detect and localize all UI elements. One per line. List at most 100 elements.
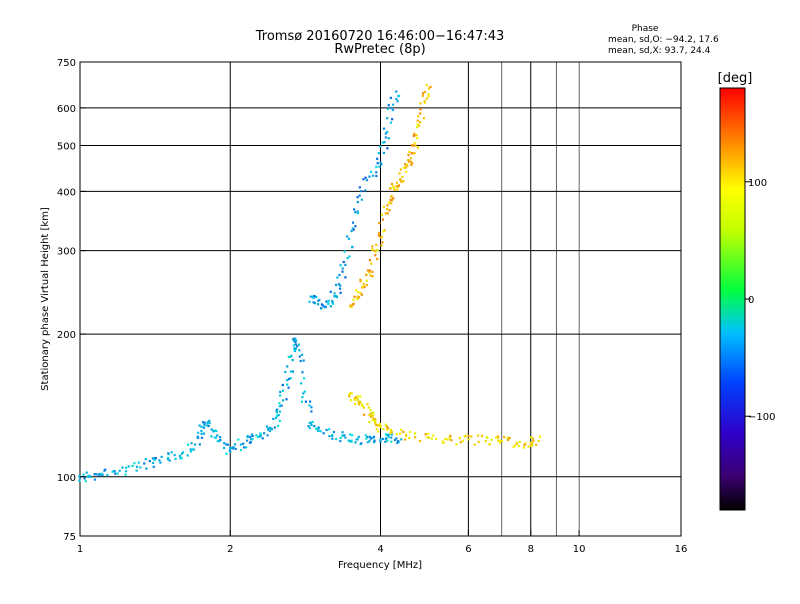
scatter-point bbox=[187, 443, 190, 446]
scatter-point bbox=[506, 436, 509, 440]
scatter-point bbox=[280, 404, 283, 407]
scatter-point bbox=[294, 338, 297, 341]
scatter-point bbox=[392, 185, 395, 188]
scatter-point bbox=[158, 459, 161, 462]
data-points bbox=[78, 84, 542, 483]
scatter-point bbox=[419, 112, 422, 115]
scatter-point bbox=[311, 295, 314, 298]
scatter-point bbox=[388, 209, 391, 212]
scatter-point bbox=[301, 353, 304, 356]
scatter-point bbox=[470, 435, 473, 438]
scatter-point bbox=[153, 458, 156, 462]
scatter-point bbox=[396, 184, 400, 188]
scatter-point bbox=[363, 286, 366, 289]
scatter-point bbox=[368, 439, 371, 443]
scatter-point bbox=[387, 433, 390, 436]
scatter-point bbox=[359, 278, 362, 282]
scatter-point bbox=[200, 425, 203, 428]
y-tick-label: 100 bbox=[57, 473, 76, 484]
scatter-point bbox=[334, 438, 338, 441]
scatter-point bbox=[399, 178, 402, 181]
scatter-point bbox=[354, 441, 357, 444]
scatter-point bbox=[111, 470, 114, 473]
scatter-point bbox=[200, 429, 203, 433]
scatter-point bbox=[268, 429, 271, 433]
scatter-point bbox=[359, 292, 362, 295]
scatter-point bbox=[249, 435, 252, 439]
scatter-point bbox=[93, 478, 97, 481]
scatter-point bbox=[406, 164, 409, 167]
y-axis-ticks: 75 100 200 300 400 500 600 750 bbox=[57, 58, 86, 543]
y-tick-label: 600 bbox=[57, 104, 76, 115]
scatter-point bbox=[82, 473, 85, 476]
scatter-point bbox=[114, 472, 117, 475]
scatter-point bbox=[523, 443, 526, 447]
scatter-point bbox=[415, 134, 418, 137]
scatter-point bbox=[356, 438, 359, 441]
scatter-point bbox=[256, 435, 260, 439]
scatter-point bbox=[289, 355, 292, 359]
scatter-point bbox=[387, 137, 390, 140]
scatter-point bbox=[375, 165, 378, 168]
scatter-point bbox=[378, 222, 381, 225]
scatter-point bbox=[362, 178, 365, 181]
x-tick-label: 1 bbox=[77, 544, 83, 555]
scatter-point bbox=[381, 141, 384, 144]
scatter-point bbox=[332, 430, 335, 434]
scatter-point bbox=[410, 162, 414, 165]
scatter-point bbox=[339, 291, 342, 294]
scatter-point bbox=[396, 439, 400, 443]
scatter-point bbox=[237, 438, 240, 441]
scatter-point bbox=[368, 175, 371, 178]
scatter-point bbox=[386, 204, 389, 207]
scatter-point bbox=[93, 473, 96, 476]
scatter-point bbox=[352, 298, 355, 301]
scatter-point bbox=[279, 390, 282, 394]
scatter-point bbox=[347, 439, 350, 442]
x-tick-label: 16 bbox=[675, 544, 688, 555]
scatter-point bbox=[497, 439, 500, 442]
scatter-point bbox=[386, 207, 389, 211]
scatter-point bbox=[215, 429, 218, 433]
scatter-point bbox=[378, 165, 381, 168]
scatter-point bbox=[292, 344, 295, 347]
scatter-point bbox=[383, 141, 386, 144]
scatter-point bbox=[387, 104, 390, 107]
scatter-point bbox=[432, 434, 435, 437]
scatter-point bbox=[417, 115, 420, 118]
scatter-point bbox=[351, 221, 355, 224]
scatter-point bbox=[375, 243, 378, 246]
scatter-point bbox=[416, 123, 419, 126]
scatter-point bbox=[350, 306, 353, 309]
scatter-point bbox=[405, 170, 408, 173]
x-axis-label: Frequency [MHz] bbox=[338, 560, 422, 571]
scatter-point bbox=[246, 435, 249, 439]
scatter-point bbox=[341, 270, 344, 273]
scatter-point bbox=[327, 302, 330, 305]
scatter-point bbox=[366, 403, 369, 406]
scatter-point bbox=[294, 343, 297, 346]
scatter-point bbox=[421, 94, 424, 97]
scatter-point bbox=[322, 432, 325, 435]
scatter-point bbox=[361, 285, 364, 288]
x-tick-label: 6 bbox=[465, 544, 471, 555]
scatter-point bbox=[407, 160, 410, 163]
scatter-point bbox=[309, 421, 312, 424]
scatter-point bbox=[358, 401, 361, 404]
scatter-point bbox=[308, 300, 311, 304]
scatter-point bbox=[255, 434, 258, 437]
scatter-point bbox=[349, 304, 352, 308]
scatter-point bbox=[135, 469, 138, 472]
scatter-point bbox=[278, 394, 282, 397]
scatter-point bbox=[118, 469, 121, 472]
colorbar: [deg] 100 0 −100 bbox=[718, 71, 775, 511]
scatter-point bbox=[389, 187, 392, 190]
scatter-point bbox=[379, 424, 382, 428]
scatter-point bbox=[495, 436, 498, 439]
scatter-point bbox=[186, 454, 189, 457]
scatter-point bbox=[315, 295, 318, 299]
scatter-point bbox=[390, 182, 394, 186]
scatter-point bbox=[364, 434, 367, 437]
scatter-point bbox=[299, 359, 302, 363]
scatter-point bbox=[78, 479, 81, 482]
